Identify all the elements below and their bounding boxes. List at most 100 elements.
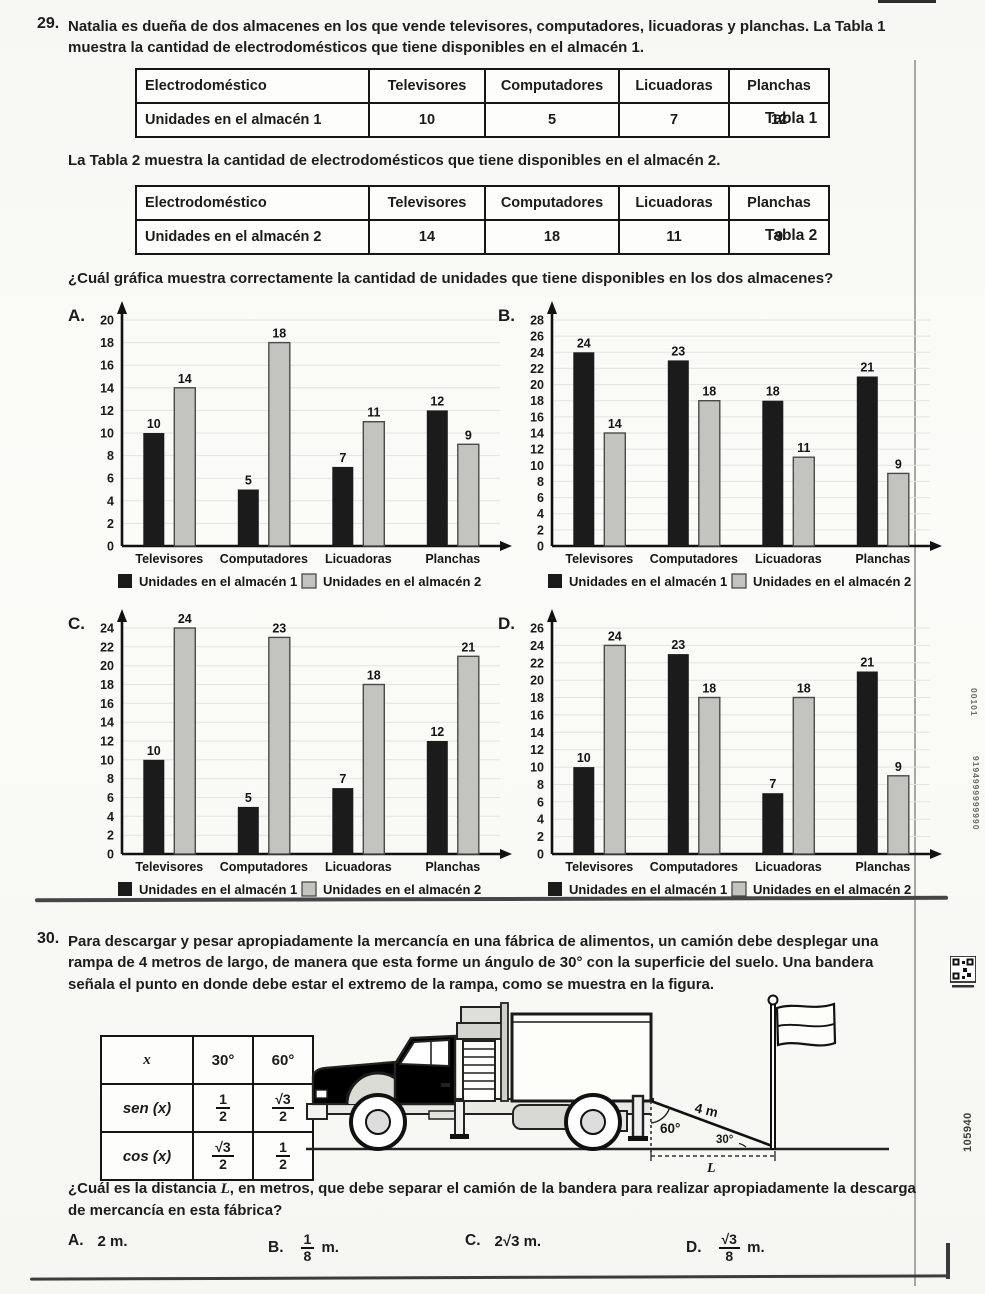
margin-digits-top: 00101 (969, 688, 979, 717)
table-2-header-licuadoras: Licuadoras (618, 185, 730, 221)
table-1-value: 10 (368, 102, 486, 138)
bar-value-label: 18 (766, 385, 780, 399)
question-29-between-text: La Tabla 2 muestra la cantidad de electr… (68, 152, 721, 169)
bar-chart-b: 0 2 4 6 8 10 12 14 16 18 20 22 24 26 28 24 14 Televisores… (508, 300, 944, 605)
bar-value-label: 18 (797, 682, 811, 696)
distance-label: L (706, 1161, 716, 1175)
bar (426, 741, 448, 854)
question-30-number: 30. (37, 930, 60, 947)
legend-swatch-almacen-1 (548, 574, 562, 588)
bar (792, 696, 815, 855)
category-label: Computadores (220, 860, 308, 874)
bar-value-label: 5 (245, 474, 252, 488)
y-tick-label: 22 (530, 656, 544, 670)
bar (143, 759, 165, 854)
flag-pole-finial (767, 994, 779, 1006)
option-b[interactable]: B. 1 8 m. (268, 1232, 339, 1263)
table-2-value: 18 (484, 219, 620, 255)
table-2-header-planchas: Planchas (728, 185, 830, 221)
fraction-denominator: 2 (219, 1108, 227, 1124)
y-tick-label: 10 (100, 753, 114, 767)
category-label: Computadores (650, 552, 738, 566)
margin-digits-mid: 9194999999990 (971, 756, 981, 831)
legend-swatch-almacen-2 (301, 881, 317, 897)
table-1-row-label: Unidades en el almacén 1 (135, 102, 370, 138)
chart-option-a[interactable]: A. 0 2 4 6 8 10 12 14 16 18 20 10 14 Televisores 5 18 Co… (68, 300, 514, 600)
category-label: Televisores (135, 552, 203, 566)
y-tick-label: 12 (100, 404, 114, 418)
bar-value-label: 7 (769, 777, 776, 791)
bar-value-label: 23 (671, 638, 685, 652)
bar (856, 671, 878, 854)
legend-label-almacen-1: Unidades en el almacén 1 (139, 882, 297, 897)
ramp-line (650, 1099, 776, 1149)
table-1: Electrodoméstico Televisores Computadore… (135, 68, 830, 138)
legend-swatch-almacen-1 (548, 882, 562, 896)
y-tick-label: 22 (100, 640, 114, 654)
y-tick-label: 4 (107, 494, 114, 508)
ladder (462, 1040, 496, 1102)
option-a[interactable]: A. 2 m. (68, 1232, 128, 1250)
option-unit: m. (317, 1239, 339, 1257)
legend-label-almacen-2: Unidades en el almacén 2 (753, 882, 911, 897)
bar (173, 387, 197, 547)
question-29-prompt: ¿Cuál gráfica muestra correctamente la c… (68, 270, 834, 287)
category-label: Televisores (565, 552, 633, 566)
y-tick-label: 12 (530, 443, 544, 457)
y-axis-arrow (117, 301, 127, 314)
bar-value-label: 18 (702, 385, 716, 399)
y-tick-label: 8 (107, 772, 114, 786)
y-tick-label: 2 (537, 830, 544, 844)
chart-option-d[interactable]: D. 0 2 4 6 8 10 12 14 16 18 20 22 24 26 10 24 Televisore… (498, 608, 944, 908)
y-tick-label: 14 (100, 716, 114, 730)
margin-code-number: 105940 (962, 1112, 974, 1152)
bar (573, 767, 595, 854)
bar-value-label: 21 (461, 640, 475, 654)
flag (775, 1002, 837, 1047)
bar-value-label: 21 (860, 656, 874, 670)
y-tick-label: 12 (530, 743, 544, 757)
bar-value-label: 24 (577, 336, 591, 350)
bar (698, 399, 721, 547)
q30-prompt-post: , en metros, que debe separar el camión … (68, 1180, 916, 1220)
y-tick-label: 6 (107, 791, 114, 805)
y-tick-label: 20 (100, 314, 114, 328)
question-30-intro: Para descargar y pesar apropiadamente la… (68, 933, 879, 993)
rear-jack (631, 1094, 645, 1139)
bar-value-label: 9 (895, 457, 902, 471)
category-label: Computadores (220, 552, 308, 566)
table-1-value: 5 (484, 102, 620, 138)
table-2-value: 14 (368, 219, 486, 255)
table-1-wrap: Electrodoméstico Televisores Computadore… (135, 68, 830, 138)
trig-cell: √3 2 (192, 1131, 254, 1181)
roof-box-bottom (456, 1022, 506, 1040)
bar-value-label: 24 (178, 612, 192, 626)
category-label: Televisores (565, 860, 633, 874)
option-unit: m. (742, 1239, 765, 1257)
chart-option-b[interactable]: B. 0 2 4 6 8 10 12 14 16 18 20 22 24 26 28 24 14 Televiso… (498, 300, 944, 600)
option-d[interactable]: D. √3 8 m. (686, 1232, 765, 1263)
bar (667, 654, 689, 854)
q30-prompt-pre: ¿Cuál es la distancia (68, 1180, 221, 1197)
y-tick-label: 12 (100, 735, 114, 749)
y-tick-label: 18 (100, 678, 114, 692)
chart-option-a-letter: A. (68, 306, 85, 325)
y-tick-label: 0 (537, 540, 544, 554)
y-tick-label: 24 (530, 639, 544, 653)
question-29-number: 29. (37, 15, 60, 32)
question-29-intro: Natalia es dueña de dos almacenes en los… (68, 18, 886, 57)
category-label: Planchas (425, 860, 480, 874)
bar (856, 376, 878, 546)
option-c[interactable]: C. 2√3 m. (465, 1232, 541, 1250)
bar (887, 472, 910, 547)
table-1-header-televisores: Televisores (368, 68, 486, 104)
y-tick-label: 10 (530, 761, 544, 775)
y-axis-arrow (117, 609, 127, 622)
bar (426, 410, 448, 546)
table-2: Electrodoméstico Televisores Computadore… (135, 185, 830, 255)
chart-option-c[interactable]: C. 0 2 4 6 8 10 12 14 16 18 20 22 24 10 24 Televisores 5… (68, 608, 514, 908)
bar-value-label: 18 (272, 327, 286, 341)
